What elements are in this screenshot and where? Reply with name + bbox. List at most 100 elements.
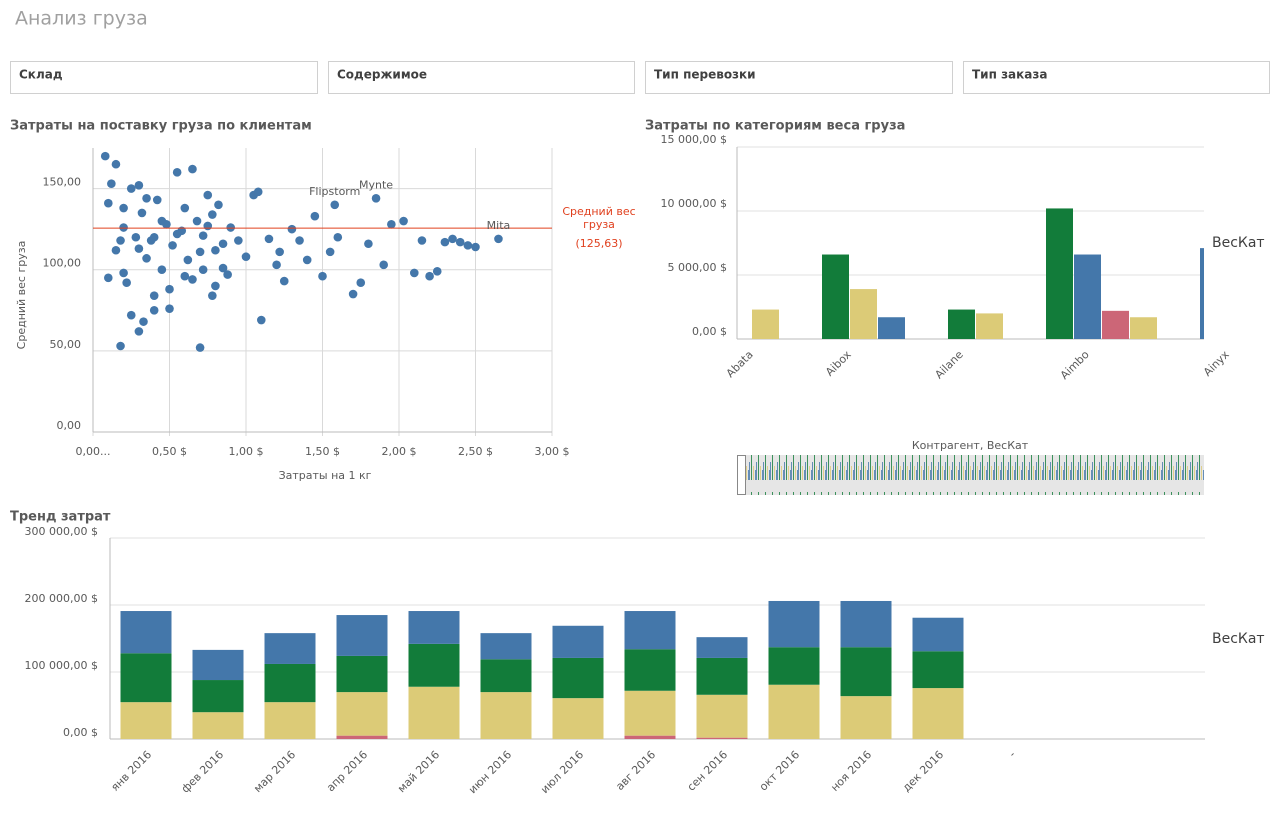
x-tick-label: 3,00 $	[535, 445, 570, 458]
scatter-point	[214, 200, 223, 210]
scatter-point	[165, 284, 174, 294]
bar-segment	[192, 680, 244, 713]
x-tick-label: Abata	[724, 348, 756, 380]
bar-segment	[696, 637, 748, 658]
y-tick-label: 300 000,00 $	[25, 525, 98, 538]
x-tick-label: -	[1006, 748, 1018, 760]
scatter-point	[463, 241, 473, 250]
scatter-point	[116, 236, 125, 245]
bar-segment	[552, 657, 604, 699]
filter-box[interactable]	[645, 61, 953, 94]
y-tick-label: 200 000,00 $	[25, 592, 98, 605]
bar-segment	[408, 686, 460, 739]
bar-segment	[192, 712, 244, 739]
x-tick-label: ноя 2016	[828, 748, 874, 794]
filter-box[interactable]	[328, 61, 635, 94]
filter-label[interactable]: Тип перевозки	[654, 68, 756, 82]
chart-title: Затраты по категориям веса груза	[645, 119, 905, 134]
scatter-point	[494, 234, 503, 244]
filter-box[interactable]	[963, 61, 1270, 94]
scatter-point	[410, 268, 419, 278]
scatter-point	[188, 275, 197, 284]
bar	[822, 254, 849, 339]
bar-segment	[624, 611, 676, 650]
x-tick-label: Aimbo	[1058, 348, 1092, 382]
scatter-point	[310, 211, 320, 221]
scatter-point	[126, 184, 136, 193]
scatter-point	[142, 194, 151, 203]
filter-label[interactable]: Содержимое	[337, 68, 427, 82]
scatter-point	[104, 198, 113, 208]
scatter-point	[157, 265, 167, 275]
scatter-point	[149, 305, 159, 315]
bar-segment	[768, 684, 820, 739]
filters: Склад Содержимое Тип перевозки Тип заказ…	[10, 61, 1270, 94]
bar-segment	[264, 702, 316, 739]
scatter-point	[223, 270, 232, 279]
scatter-point	[100, 151, 110, 161]
scrollbar[interactable]	[737, 455, 1204, 495]
scatter-point	[119, 203, 128, 213]
scatter-point	[387, 219, 396, 229]
bar	[1074, 254, 1101, 339]
scatter-point	[302, 255, 312, 265]
bar-segment	[120, 611, 172, 654]
bar	[1102, 310, 1129, 339]
scrollbar-handle[interactable]	[737, 455, 746, 495]
scatter-point	[139, 317, 148, 326]
scatter-point	[152, 195, 162, 205]
scatter-point	[203, 221, 213, 231]
bar-segment	[912, 617, 964, 652]
bar	[1200, 248, 1204, 339]
scatter-point	[126, 310, 136, 320]
bar-segment	[480, 659, 532, 693]
bar-segment	[336, 735, 388, 739]
y-tick-label: 15 000,00 $	[661, 133, 727, 146]
legend-title: ВесКат	[1212, 235, 1265, 251]
bar-segment	[336, 615, 388, 656]
scatter-point	[165, 304, 174, 313]
scatter-point	[111, 159, 121, 169]
scatter-point	[172, 229, 182, 239]
reference-label-box: Средний вес груза	[562, 205, 635, 231]
bar-segment	[480, 692, 532, 739]
x-tick-label: сен 2016	[685, 748, 731, 794]
x-tick-label: май 2016	[395, 748, 442, 795]
scatter-point	[287, 224, 297, 234]
scatter-point	[275, 247, 284, 257]
scatter-point	[211, 281, 220, 291]
scatter-point	[198, 265, 208, 275]
x-tick-label: июл 2016	[538, 748, 586, 796]
point-annotation: Mita	[487, 219, 511, 232]
scatter-point	[134, 244, 144, 253]
scatter-point	[137, 208, 147, 218]
scatter-point	[253, 187, 263, 197]
scatter-point	[295, 236, 304, 245]
bar	[1046, 208, 1073, 339]
y-tick-label: 0,00 $	[63, 726, 98, 739]
scatter-point	[198, 231, 208, 240]
filter-label[interactable]: Склад	[19, 68, 63, 82]
bar-segment	[696, 694, 748, 738]
scatter-point	[318, 271, 327, 281]
bar-segment	[336, 692, 388, 736]
scatter-point	[149, 232, 159, 242]
filter-label[interactable]: Тип заказа	[972, 68, 1047, 82]
filter-box[interactable]	[10, 61, 318, 94]
x-tick-label: 1,00 $	[229, 445, 264, 458]
scatter-point	[425, 271, 434, 281]
scatter-point	[180, 203, 190, 213]
y-axis-title: Средний вес груза	[15, 241, 28, 350]
y-tick-label: 100 000,00 $	[25, 659, 98, 672]
bar-segment	[624, 690, 676, 736]
scatter-point	[119, 268, 128, 278]
scatter-point	[116, 341, 125, 351]
scatter-point	[455, 237, 465, 247]
x-tick-label: Aibox	[823, 348, 854, 379]
scatter-point	[195, 247, 205, 257]
scatter-point	[440, 237, 450, 247]
scatter-point	[183, 255, 193, 265]
bar-segment	[624, 649, 676, 691]
y-tick-label: 5 000,00 $	[668, 261, 727, 274]
